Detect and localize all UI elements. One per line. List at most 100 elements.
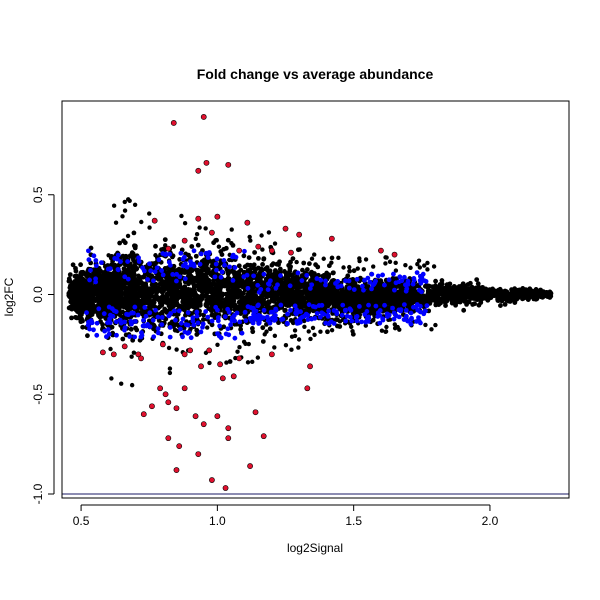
data-point-black: [227, 289, 233, 295]
data-point-black: [246, 255, 252, 260]
data-point-black: [191, 282, 197, 288]
data-point-black: [405, 292, 411, 298]
data-point-black: [105, 270, 110, 276]
data-point-black: [93, 290, 99, 295]
data-point-black: [270, 298, 276, 304]
data-point-black: [152, 324, 157, 329]
data-point-blue: [403, 307, 409, 313]
data-point-black: [135, 292, 141, 297]
data-point-black: [121, 299, 127, 305]
data-point-black: [294, 259, 299, 265]
data-point-black: [286, 263, 292, 268]
data-point-black: [158, 276, 164, 282]
data-point-black: [436, 292, 441, 297]
data-point-black: [113, 220, 119, 225]
data-point-black: [388, 301, 394, 307]
data-point-black: [209, 263, 214, 269]
data-point-black: [159, 247, 164, 253]
data-point-blue: [373, 303, 379, 309]
data-point-black: [416, 258, 422, 263]
data-point-black: [129, 354, 134, 359]
data-point-blue: [200, 321, 206, 327]
data-point-black: [302, 324, 307, 329]
data-point-black: [512, 286, 518, 292]
data-point-black: [459, 285, 464, 291]
data-point-black: [120, 214, 125, 219]
data-point-blue: [214, 267, 219, 273]
data-point-black: [229, 240, 234, 246]
data-point-blue: [359, 319, 364, 325]
data-point-black: [68, 283, 73, 289]
data-point-black: [221, 247, 226, 252]
data-point-blue: [194, 309, 200, 315]
data-point-black: [163, 308, 169, 314]
data-point-black: [225, 282, 230, 288]
data-point-black: [336, 292, 342, 298]
data-point-black: [223, 301, 229, 307]
data-point-blue: [331, 321, 337, 326]
data-point-black: [149, 282, 155, 288]
data-point-black: [231, 298, 237, 304]
data-point-black: [420, 294, 426, 300]
data-point-black: [131, 271, 137, 277]
data-point-black: [262, 332, 267, 337]
data-point-blue: [273, 306, 279, 312]
data-point-blue: [167, 334, 173, 340]
data-point-black: [89, 306, 94, 312]
data-point-black: [535, 291, 541, 297]
data-point-blue: [232, 318, 238, 324]
data-point-black: [242, 314, 248, 319]
data-point-black: [78, 262, 84, 268]
data-point-black: [267, 326, 273, 332]
data-point-black: [363, 298, 368, 304]
data-point-blue: [156, 257, 162, 263]
data-point-black: [349, 324, 354, 330]
data-point-blue: [122, 327, 127, 333]
data-point-black: [145, 292, 151, 298]
data-point-black: [312, 252, 317, 257]
data-point-blue: [251, 273, 256, 279]
data-point-black: [239, 305, 245, 311]
data-point-black: [247, 234, 252, 240]
data-point-black: [245, 268, 251, 273]
data-point-black: [282, 288, 287, 294]
data-point-black: [327, 292, 333, 298]
data-point-black: [200, 317, 206, 322]
data-point-black: [215, 288, 221, 294]
data-point-black: [383, 255, 388, 260]
data-point-blue: [191, 248, 197, 254]
data-point-black: [70, 262, 76, 268]
data-point-black: [161, 287, 167, 293]
data-point-blue: [198, 329, 204, 335]
data-point-black: [347, 268, 353, 274]
data-point-black: [422, 263, 427, 268]
data-point-black: [73, 268, 79, 274]
data-point-black: [153, 287, 159, 292]
data-point-blue: [222, 262, 228, 268]
data-point-black: [474, 277, 480, 283]
data-point-black: [297, 247, 302, 252]
data-point-black: [455, 296, 461, 302]
data-point-black: [217, 281, 223, 287]
data-point-blue: [93, 263, 99, 269]
data-point-black: [261, 256, 267, 262]
data-point-blue: [182, 276, 188, 282]
data-point-black: [139, 219, 144, 225]
data-point-black: [239, 293, 245, 299]
data-point-black: [289, 347, 294, 352]
data-point-black: [197, 225, 202, 230]
data-point-black: [296, 337, 302, 342]
data-point-blue: [414, 270, 420, 275]
data-point-black: [433, 278, 438, 284]
data-point-black: [197, 296, 203, 302]
data-point-black: [201, 312, 206, 318]
data-point-black: [189, 244, 195, 249]
data-point-black: [350, 328, 355, 334]
data-point-black: [216, 244, 222, 249]
data-point-black: [318, 288, 323, 294]
data-point-black: [440, 288, 445, 293]
data-point-black: [467, 280, 473, 286]
data-point-blue: [136, 255, 141, 261]
data-point-black: [246, 341, 251, 347]
data-point-blue: [382, 282, 387, 288]
